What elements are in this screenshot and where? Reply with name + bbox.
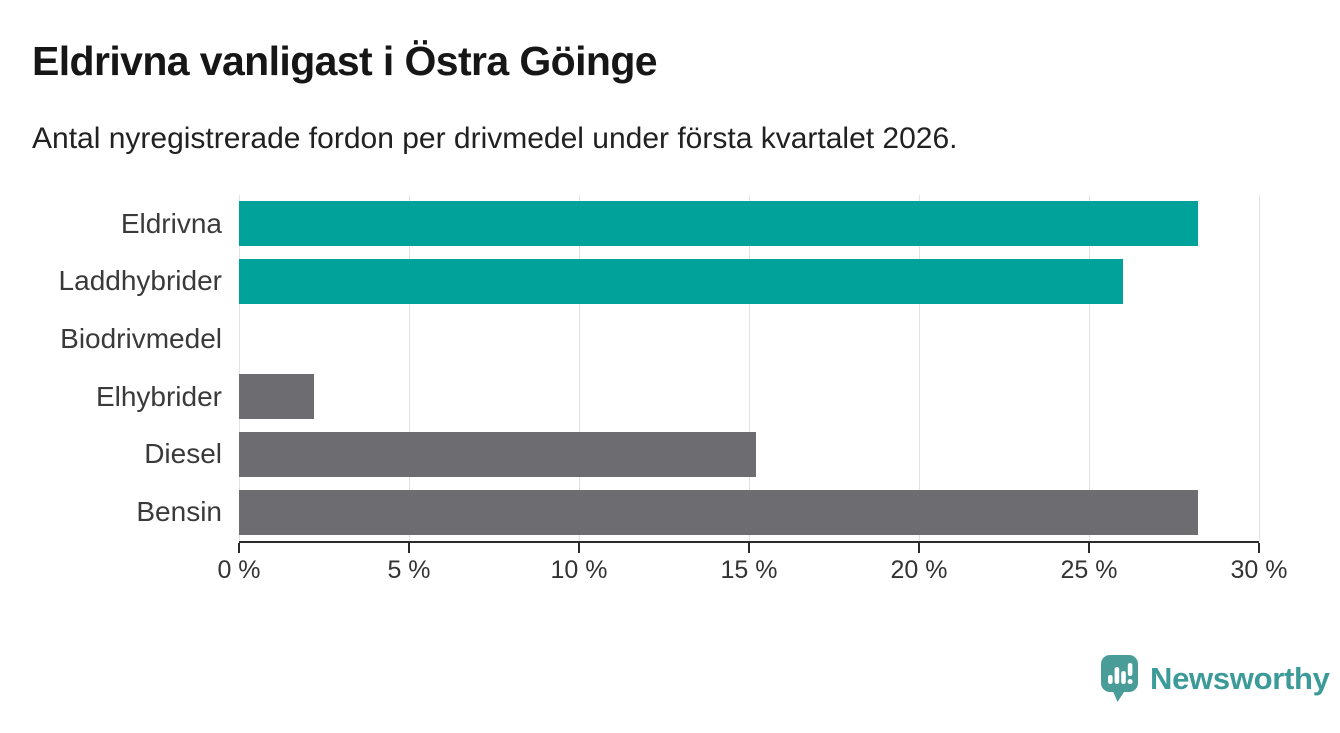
gridline-25	[1089, 195, 1090, 541]
bar-laddhybrider	[239, 259, 1123, 304]
category-label-eldrivna: Eldrivna	[120, 207, 222, 239]
bar-chart-plot-area: 0 % 5 % 10 % 15 % 20 % 25 % 30 %	[217, 195, 1287, 584]
category-axis-labels: Eldrivna Laddhybrider Biodrivmedel Elhybrid…	[0, 195, 222, 541]
category-label-laddhybrider: Laddhybrider	[58, 265, 222, 297]
gridline-20	[919, 195, 920, 541]
category-label-diesel: Diesel	[144, 438, 222, 470]
category-label-bensin: Bensin	[136, 496, 222, 528]
newsworthy-logo-text: Newsworthy	[1150, 661, 1330, 696]
chart-title: Eldrivna vanligast i Östra Göinge	[32, 38, 658, 84]
gridline-10	[579, 195, 580, 541]
bar-diesel	[239, 432, 756, 477]
bar-elhybrider	[239, 374, 314, 420]
x-axis-tick-10	[578, 543, 580, 553]
x-axis-tick-25	[1088, 543, 1090, 553]
bar-eldrivna	[239, 201, 1198, 247]
x-axis-tick-30	[1258, 543, 1260, 553]
x-axis-tick-label-10: 10 %	[550, 556, 608, 584]
x-axis-tick-15	[748, 543, 750, 553]
x-axis-tick-label-15: 15 %	[720, 556, 778, 584]
bar-bensin	[239, 489, 1198, 535]
gridline-30	[1259, 195, 1260, 541]
x-axis-tick-label-5: 5 %	[387, 556, 431, 584]
x-axis-tick-20	[918, 543, 920, 553]
x-axis-tick-5	[408, 543, 410, 553]
newsworthy-logo[interactable]: Newsworthy	[1100, 653, 1330, 705]
category-label-biodrivmedel: Biodrivmedel	[60, 323, 222, 355]
gridline-0	[239, 195, 240, 541]
x-axis-tick-label-20: 20 %	[890, 556, 948, 584]
x-axis-tick-0	[238, 543, 240, 553]
x-axis-tick-label-25: 25 %	[1060, 556, 1118, 584]
gridline-15	[749, 195, 750, 541]
chart-subtitle: Antal nyregistrerade fordon per drivmede…	[32, 122, 958, 155]
x-axis-tick-label-30: 30 %	[1230, 556, 1288, 584]
gridline-5	[409, 195, 410, 541]
category-label-elhybrider: Elhybrider	[95, 380, 222, 412]
newsworthy-logo-icon	[1101, 655, 1138, 702]
x-axis-tick-label-0: 0 %	[217, 556, 261, 584]
